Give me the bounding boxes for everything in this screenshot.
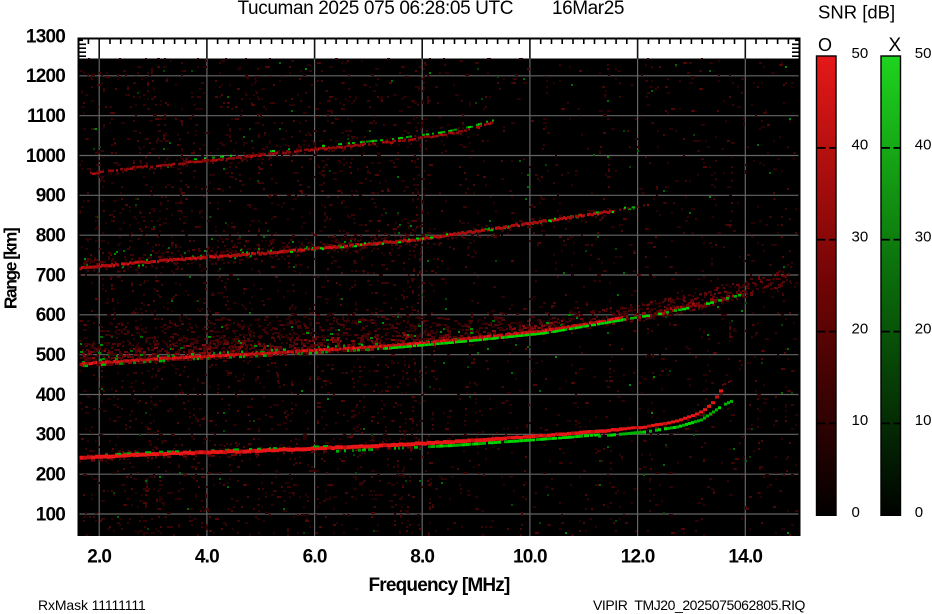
svg-text:O: O [818, 35, 832, 55]
svg-text:0: 0 [915, 504, 923, 521]
svg-text:6.0: 6.0 [303, 547, 327, 568]
svg-text:10.0: 10.0 [513, 547, 547, 568]
svg-text:900: 900 [36, 186, 66, 207]
svg-text:10: 10 [852, 412, 869, 429]
svg-text:20: 20 [915, 320, 932, 337]
svg-text:14.0: 14.0 [728, 547, 762, 568]
svg-text:8.0: 8.0 [410, 547, 434, 568]
svg-text:1300: 1300 [26, 26, 65, 47]
svg-text:16Mar25: 16Mar25 [552, 0, 624, 19]
svg-text:20: 20 [852, 320, 869, 337]
svg-text:RxMask 11111111: RxMask 11111111 [38, 597, 146, 613]
svg-text:600: 600 [36, 305, 66, 326]
svg-text:30: 30 [852, 229, 869, 246]
svg-text:400: 400 [36, 385, 66, 406]
svg-text:100: 100 [36, 504, 66, 525]
svg-text:2.0: 2.0 [87, 547, 111, 568]
svg-text:Range [km]: Range [km] [1, 228, 21, 309]
svg-text:SNR [dB]: SNR [dB] [818, 2, 895, 23]
svg-text:300: 300 [36, 425, 66, 446]
svg-text:200: 200 [36, 465, 66, 486]
svg-text:40: 40 [915, 137, 932, 154]
svg-text:500: 500 [36, 345, 66, 366]
svg-text:0: 0 [852, 504, 860, 521]
svg-text:Frequency [MHz]: Frequency [MHz] [368, 575, 510, 596]
svg-text:VIPIR TMJ20_2025075062805.RIQ: VIPIR TMJ20_2025075062805.RIQ [593, 597, 806, 613]
svg-text:30: 30 [915, 229, 932, 246]
svg-text:1100: 1100 [27, 106, 65, 127]
svg-text:10: 10 [915, 412, 932, 429]
svg-text:700: 700 [36, 265, 66, 286]
svg-text:4.0: 4.0 [195, 547, 219, 568]
svg-text:50: 50 [915, 45, 932, 62]
svg-text:40: 40 [852, 137, 869, 154]
svg-text:X: X [889, 35, 902, 56]
svg-text:800: 800 [36, 226, 66, 247]
svg-text:Tucuman 2025 075 06:28:05 UTC: Tucuman 2025 075 06:28:05 UTC [238, 0, 514, 19]
svg-text:1000: 1000 [26, 146, 65, 167]
svg-text:1200: 1200 [26, 66, 65, 87]
svg-text:50: 50 [852, 45, 869, 62]
svg-text:12.0: 12.0 [621, 547, 655, 568]
